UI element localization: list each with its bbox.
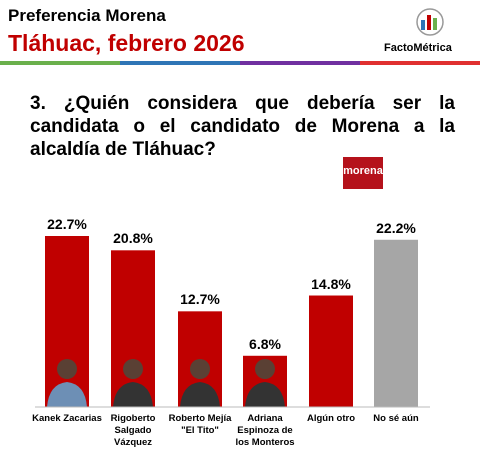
- photo-head: [123, 359, 143, 379]
- bar: [111, 250, 155, 407]
- category-label: Roberto Mejía "El Tito": [168, 413, 232, 436]
- photo-head: [255, 359, 275, 379]
- photo-body: [245, 382, 285, 407]
- category-label: Rigoberto Salgado Vázquez: [110, 413, 156, 448]
- value-label: 12.7%: [180, 291, 220, 308]
- value-label: 22.2%: [376, 219, 416, 236]
- party-logo: morena: [343, 157, 383, 189]
- photo-body: [113, 382, 153, 407]
- category-label: Algún otro: [306, 413, 355, 424]
- header-title: Preferencia Morena: [8, 6, 166, 25]
- photo-body: [47, 382, 87, 407]
- header-subtitle: Tláhuac, febrero 2026: [8, 30, 245, 56]
- category-label: No sé aún: [373, 413, 419, 424]
- value-label: 20.8%: [113, 230, 153, 247]
- bar: [374, 239, 418, 407]
- question: 3. ¿Quién considera que debería ser la c…: [30, 93, 455, 160]
- bar: [45, 236, 89, 407]
- photo-head: [190, 359, 210, 379]
- value-label: 6.8%: [249, 335, 281, 352]
- photo-body: [180, 382, 220, 407]
- photo-head: [57, 359, 77, 379]
- category-label: Adriana Espinoza de los Monteros: [235, 413, 295, 448]
- value-label: 22.7%: [47, 216, 87, 232]
- decor: [0, 8, 480, 65]
- value-label: 14.8%: [311, 275, 351, 292]
- brand: FactoMétrica: [384, 42, 452, 54]
- bar: [309, 295, 353, 407]
- category-label: Kanek Zacarias: [32, 413, 102, 424]
